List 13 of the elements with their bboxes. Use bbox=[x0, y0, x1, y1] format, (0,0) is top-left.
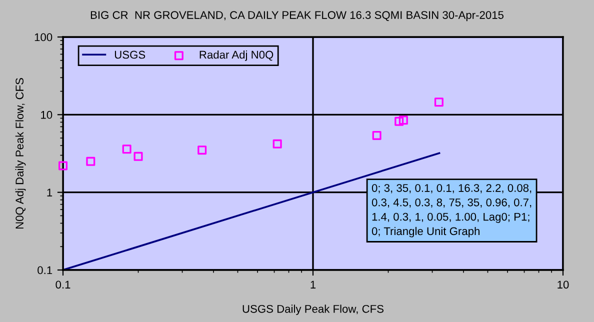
legend-label: USGS bbox=[114, 50, 146, 59]
x-tick-label: 1 bbox=[310, 280, 316, 288]
x-tick-label: 0.1 bbox=[56, 280, 70, 289]
y-tick-label: 10 bbox=[41, 110, 52, 119]
y-tick-label: 100 bbox=[34, 33, 52, 42]
y-axis-title: N0Q Adj Daily Peak Flow, CFS bbox=[15, 78, 26, 229]
annotation: 0; 3, 35, 0.1, 0.1, 16.3, 2.2, 0.08, 0.3, 4.5, 0.3, 8, 75, 35, 0.96, 0.7, 1.4, 0.3, 1, 0.05, 1.00, Lag0; P1; 0; Triangle Unit Graph bbox=[372, 184, 532, 238]
x-axis-title: USGS Daily Peak Flow, CFS bbox=[242, 304, 384, 316]
chart-title: BIG CR NR GROVELAND, CA DAILY PEAK FLOW 16.3 SQMI BASIN 30-Apr-2015 bbox=[90, 11, 504, 22]
y-tick-label: 1 bbox=[47, 188, 52, 196]
legend-label: Radar Adj N0Q bbox=[200, 50, 274, 61]
x-tick-label: 10 bbox=[558, 280, 569, 289]
y-tick-label: 0.1 bbox=[38, 266, 52, 274]
